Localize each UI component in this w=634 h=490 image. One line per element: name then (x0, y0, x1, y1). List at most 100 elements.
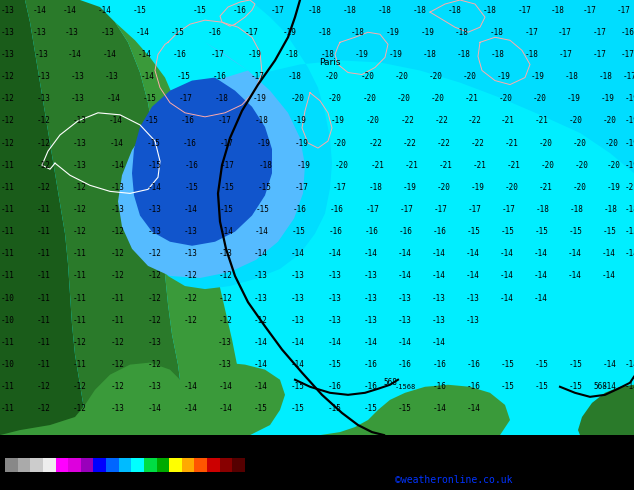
Bar (30, 458, 43, 472)
Text: -15: -15 (625, 227, 634, 236)
Text: -16: -16 (398, 360, 412, 369)
Text: -14: -14 (500, 249, 514, 258)
Text: -18: -18 (490, 28, 504, 37)
Text: -18: -18 (259, 161, 273, 170)
Text: -13: -13 (328, 271, 342, 280)
Text: -13: -13 (148, 338, 162, 347)
Text: -11: -11 (111, 316, 125, 325)
Text: -14: -14 (625, 360, 634, 369)
Text: -17: -17 (502, 205, 516, 214)
Text: -14: -14 (398, 271, 412, 280)
Text: -15: -15 (258, 183, 272, 192)
Text: -17: -17 (218, 116, 232, 125)
Bar (56, 458, 68, 472)
Text: -11: -11 (1, 183, 15, 192)
Text: -13: -13 (184, 249, 198, 258)
Text: -17: -17 (621, 50, 634, 59)
Text: -17: -17 (271, 5, 285, 15)
Text: -11: -11 (37, 316, 51, 325)
Text: -14: -14 (432, 338, 446, 347)
Text: -18: -18 (525, 50, 539, 59)
Text: -19: -19 (297, 161, 311, 170)
Text: -14: -14 (138, 50, 152, 59)
Text: -20: -20 (539, 139, 553, 147)
Text: -14: -14 (254, 249, 268, 258)
Text: -11: -11 (1, 338, 15, 347)
Text: -14: -14 (254, 338, 268, 347)
Text: -15: -15 (177, 72, 191, 81)
Text: -14: -14 (291, 338, 305, 347)
Text: 568: 568 (593, 382, 607, 392)
Text: -18: -18 (215, 94, 229, 103)
Text: -18: -18 (378, 5, 392, 15)
Text: -15: -15 (143, 94, 157, 103)
Text: -15: -15 (328, 360, 342, 369)
Polygon shape (132, 77, 272, 246)
Text: -15: -15 (220, 205, 234, 214)
Text: -13: -13 (364, 294, 378, 303)
Text: -22: -22 (403, 139, 417, 147)
Text: -14: -14 (33, 5, 47, 15)
Text: -11: -11 (37, 227, 51, 236)
Text: -12: -12 (73, 338, 87, 347)
Text: -14: -14 (534, 271, 548, 280)
Text: -12: -12 (254, 316, 268, 325)
Text: -20: -20 (325, 72, 339, 81)
Text: -15: -15 (145, 116, 159, 125)
Text: -13: -13 (111, 404, 125, 414)
Text: -19: -19 (421, 28, 435, 37)
Text: -16: -16 (181, 116, 195, 125)
Text: -15: -15 (501, 360, 515, 369)
Text: -20: -20 (505, 183, 519, 192)
Text: -19: -19 (389, 50, 403, 59)
Text: -14: -14 (466, 249, 480, 258)
Text: -14: -14 (219, 404, 233, 414)
Text: -20: -20 (335, 161, 349, 170)
Polygon shape (0, 0, 85, 435)
Text: -18: -18 (457, 50, 471, 59)
Bar (43, 458, 56, 472)
Text: -14: -14 (602, 249, 616, 258)
Text: -12: -12 (37, 404, 51, 414)
Text: -12: -12 (73, 183, 87, 192)
Text: -21: -21 (371, 161, 385, 170)
Text: -11: -11 (73, 316, 87, 325)
Text: -12: -12 (88, 476, 99, 481)
Text: -19: -19 (531, 72, 545, 81)
Text: -18: -18 (413, 5, 427, 15)
Text: Height/Temp. 500 hPa [gdmp][°C] ECMWF: Height/Temp. 500 hPa [gdmp][°C] ECMWF (3, 437, 225, 447)
Text: -11: -11 (1, 404, 15, 414)
Text: -15: -15 (569, 382, 583, 392)
Text: -12: -12 (148, 271, 162, 280)
Text: -15: -15 (603, 227, 617, 236)
Text: -11: -11 (73, 360, 87, 369)
Text: -14: -14 (109, 116, 123, 125)
Text: -12: -12 (184, 271, 198, 280)
Text: -16: -16 (433, 382, 447, 392)
Text: -20: -20 (575, 161, 589, 170)
Text: -12: -12 (111, 271, 125, 280)
Text: 0: 0 (117, 476, 120, 481)
Text: -12: -12 (73, 205, 87, 214)
Text: -22: -22 (435, 116, 449, 125)
Text: -14: -14 (603, 382, 617, 392)
Text: -12: -12 (148, 294, 162, 303)
Text: Paris: Paris (320, 58, 340, 67)
Text: 568: 568 (383, 378, 397, 387)
Text: -15: -15 (148, 161, 162, 170)
Text: -12: -12 (73, 382, 87, 392)
Text: -22: -22 (468, 116, 482, 125)
Polygon shape (0, 0, 634, 435)
Text: -15: -15 (569, 360, 583, 369)
Text: -14: -14 (184, 382, 198, 392)
Text: -18: -18 (75, 476, 86, 481)
Bar (18, 458, 30, 472)
Text: -14: -14 (432, 249, 446, 258)
Text: -13: -13 (364, 316, 378, 325)
Text: -20: -20 (363, 94, 377, 103)
Text: -21: -21 (505, 139, 519, 147)
Text: -24: -24 (63, 476, 74, 481)
Bar (182, 458, 195, 472)
Text: -13: -13 (184, 227, 198, 236)
Text: -14: -14 (255, 227, 269, 236)
